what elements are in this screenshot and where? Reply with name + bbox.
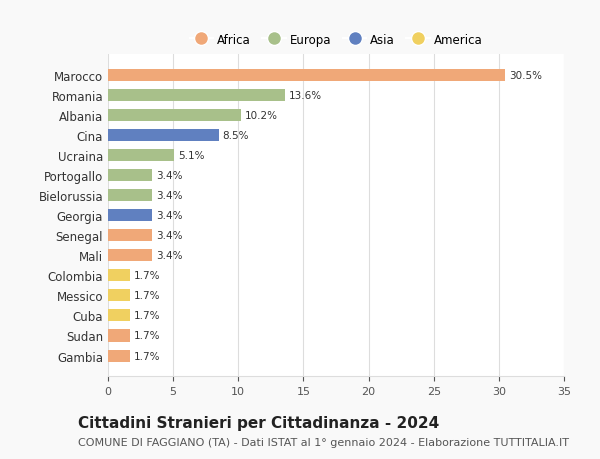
Text: COMUNE DI FAGGIANO (TA) - Dati ISTAT al 1° gennaio 2024 - Elaborazione TUTTITALI: COMUNE DI FAGGIANO (TA) - Dati ISTAT al …	[78, 437, 569, 447]
Legend: Africa, Europa, Asia, America: Africa, Europa, Asia, America	[185, 29, 487, 51]
Text: 3.4%: 3.4%	[156, 191, 183, 201]
Text: 1.7%: 1.7%	[134, 351, 161, 361]
Bar	[108, 170, 152, 182]
Text: 5.1%: 5.1%	[178, 151, 205, 161]
Bar	[108, 70, 505, 82]
Text: 1.7%: 1.7%	[134, 271, 161, 281]
Bar	[108, 90, 285, 102]
Bar	[108, 230, 152, 242]
Bar	[108, 330, 130, 342]
Text: 3.4%: 3.4%	[156, 171, 183, 181]
Text: 8.5%: 8.5%	[223, 131, 249, 141]
Text: 10.2%: 10.2%	[245, 111, 278, 121]
Bar	[108, 210, 152, 222]
Text: 30.5%: 30.5%	[509, 71, 542, 81]
Bar	[108, 310, 130, 322]
Text: 3.4%: 3.4%	[156, 211, 183, 221]
Text: Cittadini Stranieri per Cittadinanza - 2024: Cittadini Stranieri per Cittadinanza - 2…	[78, 415, 439, 430]
Bar	[108, 130, 219, 142]
Bar	[108, 110, 241, 122]
Bar	[108, 350, 130, 362]
Bar	[108, 250, 152, 262]
Bar	[108, 270, 130, 282]
Bar	[108, 150, 175, 162]
Bar	[108, 190, 152, 202]
Bar	[108, 290, 130, 302]
Text: 1.7%: 1.7%	[134, 291, 161, 301]
Text: 3.4%: 3.4%	[156, 231, 183, 241]
Text: 1.7%: 1.7%	[134, 331, 161, 341]
Text: 13.6%: 13.6%	[289, 91, 322, 101]
Text: 1.7%: 1.7%	[134, 311, 161, 321]
Text: 3.4%: 3.4%	[156, 251, 183, 261]
